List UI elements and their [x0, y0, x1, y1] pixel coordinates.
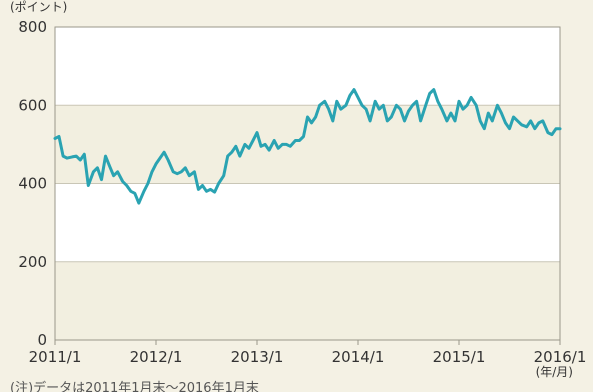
- band-0: [55, 261, 560, 340]
- y-tick-label: 400: [18, 175, 47, 193]
- band-1: [55, 183, 560, 262]
- series-line-0: [53, 88, 562, 205]
- footnote: (注)データは2011年1月末～2016年1月末: [10, 380, 259, 392]
- x-tick-label: 2012/1: [130, 348, 183, 366]
- y-tick-label: 200: [18, 253, 47, 271]
- y-tick-label: 800: [18, 18, 47, 36]
- x-tick-label: 2016/1: [534, 348, 587, 366]
- x-tick-label: 2015/1: [433, 348, 486, 366]
- x-unit-label: (年/月): [536, 365, 573, 379]
- x-tick-label: 2011/1: [29, 348, 82, 366]
- band-3: [55, 27, 560, 106]
- x-tick-label: 2014/1: [332, 348, 385, 366]
- y-tick-label: 0: [37, 331, 47, 349]
- y-tick-label: 600: [18, 96, 47, 114]
- plot-border: [54, 26, 561, 341]
- y-unit-label: (ポイント): [10, 0, 67, 14]
- x-tick-label: 2013/1: [231, 348, 284, 366]
